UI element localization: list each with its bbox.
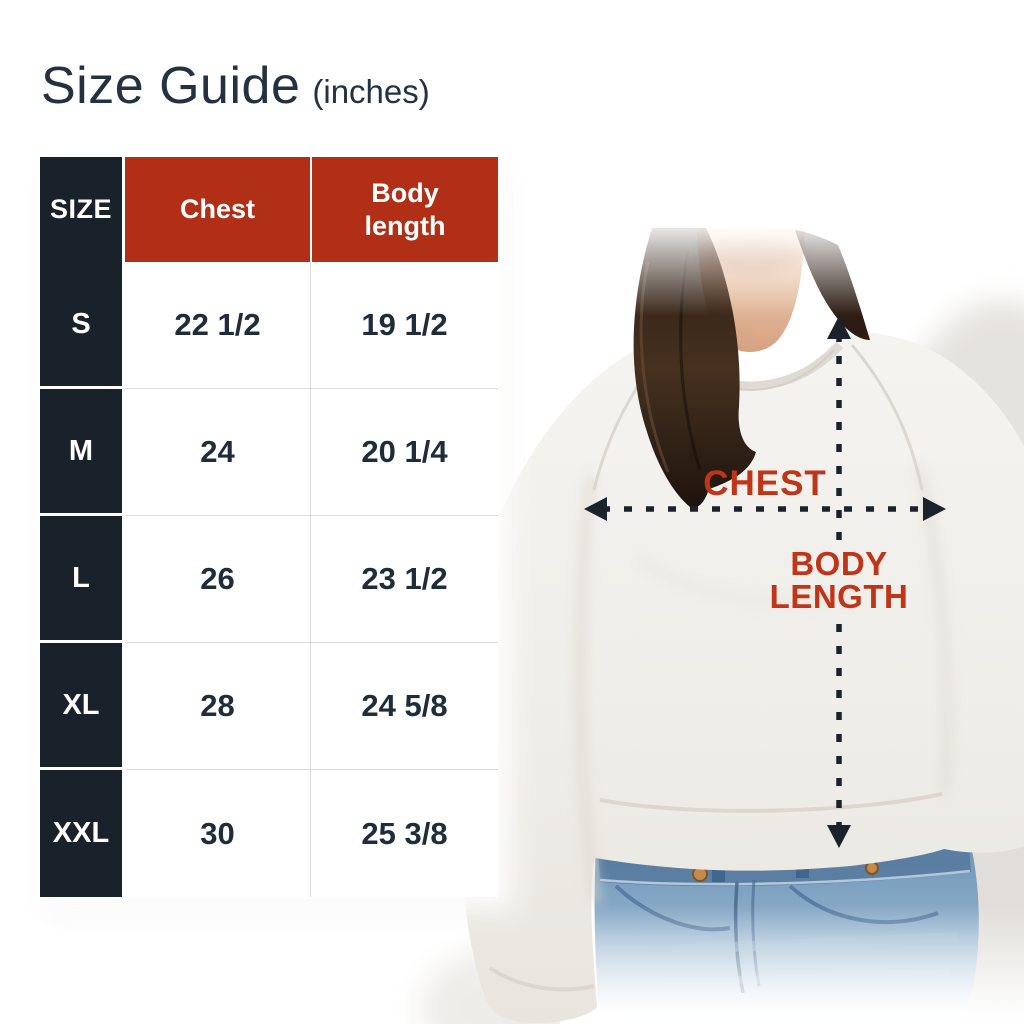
body-length-arrow — [827, 316, 851, 848]
chest-value: 22 1/2 — [125, 262, 310, 389]
size-label: XXL — [40, 770, 125, 897]
chest-column-header: Chest — [125, 157, 310, 262]
body-length-value: 19 1/2 — [310, 262, 498, 389]
chest-arrow — [584, 497, 946, 521]
body-length-value: 23 1/2 — [310, 516, 498, 643]
size-label: S — [40, 262, 125, 389]
title-unit-note: (inches) — [312, 73, 430, 110]
table-body: S 22 1/2 19 1/2 M 24 20 1/4 L 26 23 1/2 XL 28 24 5/… — [40, 262, 498, 897]
chest-value: 26 — [125, 516, 310, 643]
size-label: M — [40, 389, 125, 516]
size-column-header: SIZE — [40, 157, 125, 262]
page-title: Size Guide (inches) — [41, 56, 430, 116]
size-table: SIZE Chest Body length S 22 1/2 19 1/2 M 24 2… — [40, 157, 498, 897]
body-length-label-line1: BODY — [790, 545, 888, 582]
body-length-measure-label: BODY LENGTH — [729, 547, 949, 613]
chest-value: 24 — [125, 389, 310, 516]
body-length-value: 20 1/4 — [310, 389, 498, 516]
body-length-label-line2: LENGTH — [769, 578, 909, 615]
title-text: Size Guide — [41, 57, 301, 115]
table-header-row: SIZE Chest Body length — [40, 157, 498, 262]
body-length-column-header: Body length — [310, 157, 498, 262]
size-label: XL — [40, 643, 125, 770]
chest-measure-label: CHEST — [703, 464, 827, 503]
model-hair — [633, 228, 870, 508]
size-row-S: S 22 1/2 19 1/2 — [40, 262, 498, 389]
body-length-value: 24 5/8 — [310, 643, 498, 770]
body-length-value: 25 3/8 — [310, 770, 498, 897]
size-row-L: L 26 23 1/2 — [40, 516, 498, 643]
size-label: L — [40, 516, 125, 643]
size-row-XL: XL 28 24 5/8 — [40, 643, 498, 770]
size-row-M: M 24 20 1/4 — [40, 389, 498, 516]
chest-value: 28 — [125, 643, 310, 770]
size-row-XXL: XXL 30 25 3/8 — [40, 770, 498, 897]
chest-value: 30 — [125, 770, 310, 897]
